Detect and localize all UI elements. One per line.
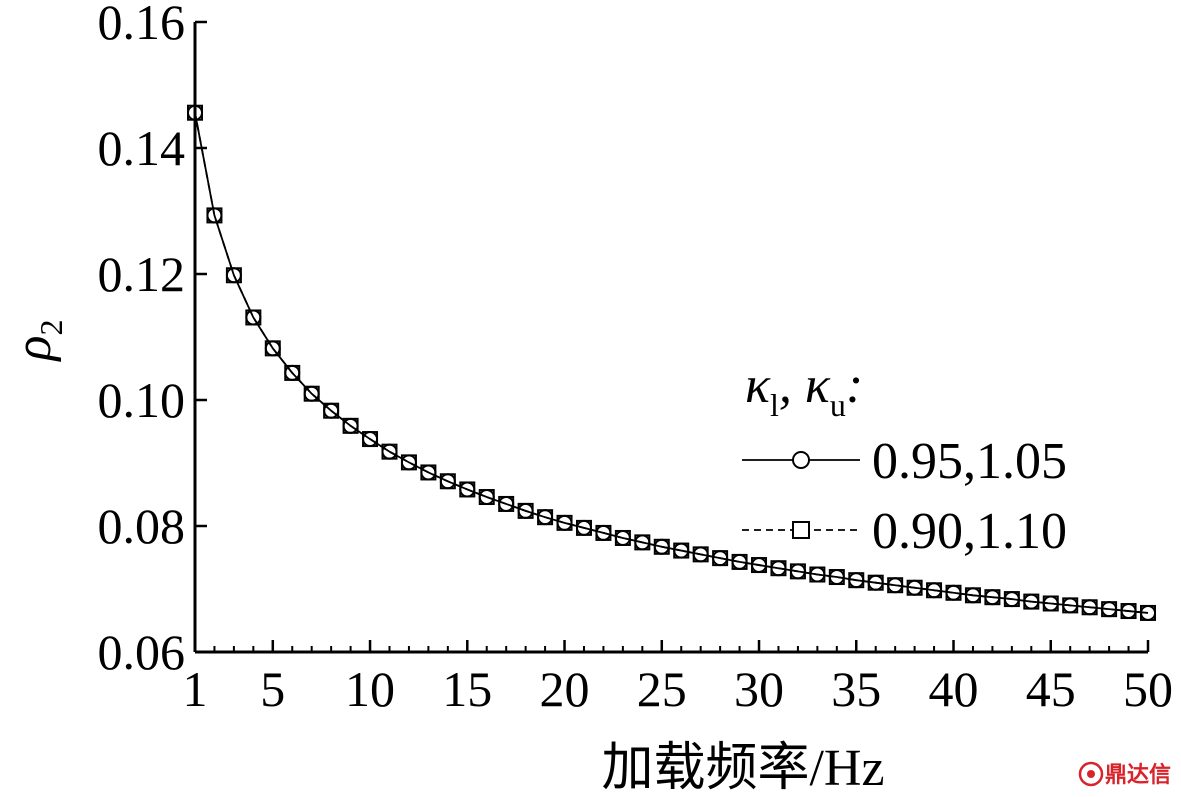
x-tick-label: 25 bbox=[637, 661, 687, 717]
data-point-square bbox=[828, 569, 845, 586]
data-point-square bbox=[595, 524, 612, 541]
data-point-square bbox=[575, 519, 592, 536]
x-tick-label: 15 bbox=[442, 661, 492, 717]
y-tick-label: 0.08 bbox=[98, 498, 186, 554]
series-layer bbox=[187, 104, 1156, 621]
data-point-square bbox=[848, 572, 865, 589]
data-point-square bbox=[634, 534, 651, 551]
legend-label: 0.95,1.05 bbox=[872, 433, 1067, 490]
data-point-square bbox=[264, 340, 281, 357]
data-point-square bbox=[1023, 593, 1040, 610]
y-tick-label: 0.16 bbox=[98, 0, 186, 50]
data-point-square bbox=[614, 529, 631, 546]
x-tick-label: 20 bbox=[540, 661, 590, 717]
legend-title-subscript: u bbox=[830, 387, 846, 423]
data-point-square bbox=[1101, 601, 1118, 618]
data-point-square bbox=[400, 454, 417, 471]
legend-title-subscript: l bbox=[770, 387, 779, 423]
watermark: 鼎达信 bbox=[1078, 761, 1171, 788]
y-tick-label: 0.12 bbox=[98, 246, 186, 302]
x-tick-label: 40 bbox=[929, 661, 979, 717]
data-point-square bbox=[498, 495, 515, 512]
data-point-square bbox=[653, 538, 670, 555]
data-point-square bbox=[731, 553, 748, 570]
svg-text:ρ2: ρ2 bbox=[5, 320, 69, 363]
data-point-square bbox=[906, 579, 923, 596]
y-axis-title-symbol: ρ bbox=[5, 336, 62, 363]
x-tick-label: 45 bbox=[1026, 661, 1076, 717]
ticks-layer: 0.06 0.08 0.10 0.12 0.14 0.16 1 5 10 15 20 25 30 35 40… bbox=[98, 0, 1174, 717]
watermark-text: 鼎达信 bbox=[1105, 762, 1171, 788]
data-point-square bbox=[225, 267, 242, 284]
data-point-square bbox=[381, 443, 398, 460]
data-point-square bbox=[439, 473, 456, 490]
x-axis-title: 加载频率/Hz bbox=[601, 740, 884, 797]
y-axis-title-subscript: 2 bbox=[33, 320, 69, 336]
legend-title-part: , κ bbox=[779, 357, 831, 414]
data-point-square bbox=[984, 589, 1001, 606]
data-point-square bbox=[420, 464, 437, 481]
data-point-square bbox=[556, 514, 573, 531]
data-point-square bbox=[537, 509, 554, 526]
y-axis-title: ρ2 bbox=[5, 320, 69, 363]
x-tick-label: 50 bbox=[1123, 661, 1173, 717]
y-tick-label: 0.14 bbox=[98, 120, 186, 176]
x-tick-label: 5 bbox=[260, 661, 285, 717]
x-tick-label: 30 bbox=[734, 661, 784, 717]
data-point-square bbox=[342, 417, 359, 434]
watermark-logo-icon bbox=[1078, 761, 1104, 787]
data-point-square bbox=[712, 550, 729, 567]
data-point-square bbox=[945, 584, 962, 601]
data-point-square bbox=[1062, 597, 1079, 614]
x-tick-label: 1 bbox=[183, 661, 208, 717]
data-point-square bbox=[789, 563, 806, 580]
y-tick-label: 0.10 bbox=[98, 372, 186, 428]
data-point-square bbox=[770, 560, 787, 577]
data-point-square bbox=[964, 587, 981, 604]
x-tick-label: 10 bbox=[345, 661, 395, 717]
legend-item-2: 0.90,1.10 bbox=[742, 503, 1067, 560]
data-point-square bbox=[1003, 591, 1020, 608]
legend-title-part: κ bbox=[745, 357, 771, 414]
data-point-square bbox=[673, 542, 690, 559]
data-point-square bbox=[887, 577, 904, 594]
data-point-square bbox=[478, 489, 495, 506]
data-point-square bbox=[323, 402, 340, 419]
data-point-square bbox=[926, 582, 943, 599]
data-point-square bbox=[303, 385, 320, 402]
data-point-square bbox=[1140, 604, 1156, 621]
data-point-square bbox=[459, 481, 476, 498]
x-tick-label: 35 bbox=[831, 661, 881, 717]
data-point-square bbox=[1081, 599, 1098, 616]
legend-marker-circle bbox=[792, 451, 810, 469]
legend-label: 0.90,1.10 bbox=[872, 503, 1067, 560]
y-tick-label: 0.06 bbox=[98, 624, 186, 680]
data-point-square bbox=[1042, 595, 1059, 612]
data-point-square bbox=[1120, 603, 1137, 620]
legend-item-1: 0.95,1.05 bbox=[742, 433, 1067, 490]
data-point-square bbox=[517, 502, 534, 519]
data-point-square bbox=[809, 566, 826, 583]
data-point-square bbox=[751, 557, 768, 574]
data-point-square bbox=[867, 574, 884, 591]
data-point-square bbox=[187, 104, 203, 121]
legend-title: κl, κu: bbox=[745, 357, 863, 423]
data-point-square bbox=[284, 364, 301, 381]
legend-title-part: : bbox=[846, 357, 863, 414]
series-line bbox=[194, 112, 1149, 614]
data-point-square bbox=[206, 207, 223, 224]
legend-marker-square bbox=[792, 521, 810, 539]
axes bbox=[193, 22, 1148, 654]
series-2 bbox=[187, 104, 1156, 621]
data-point-square bbox=[362, 431, 379, 448]
data-point-square bbox=[692, 546, 709, 563]
legend: κl, κu:0.95,1.05 0.90,1.10 bbox=[742, 357, 1067, 560]
data-point-square bbox=[245, 309, 262, 326]
